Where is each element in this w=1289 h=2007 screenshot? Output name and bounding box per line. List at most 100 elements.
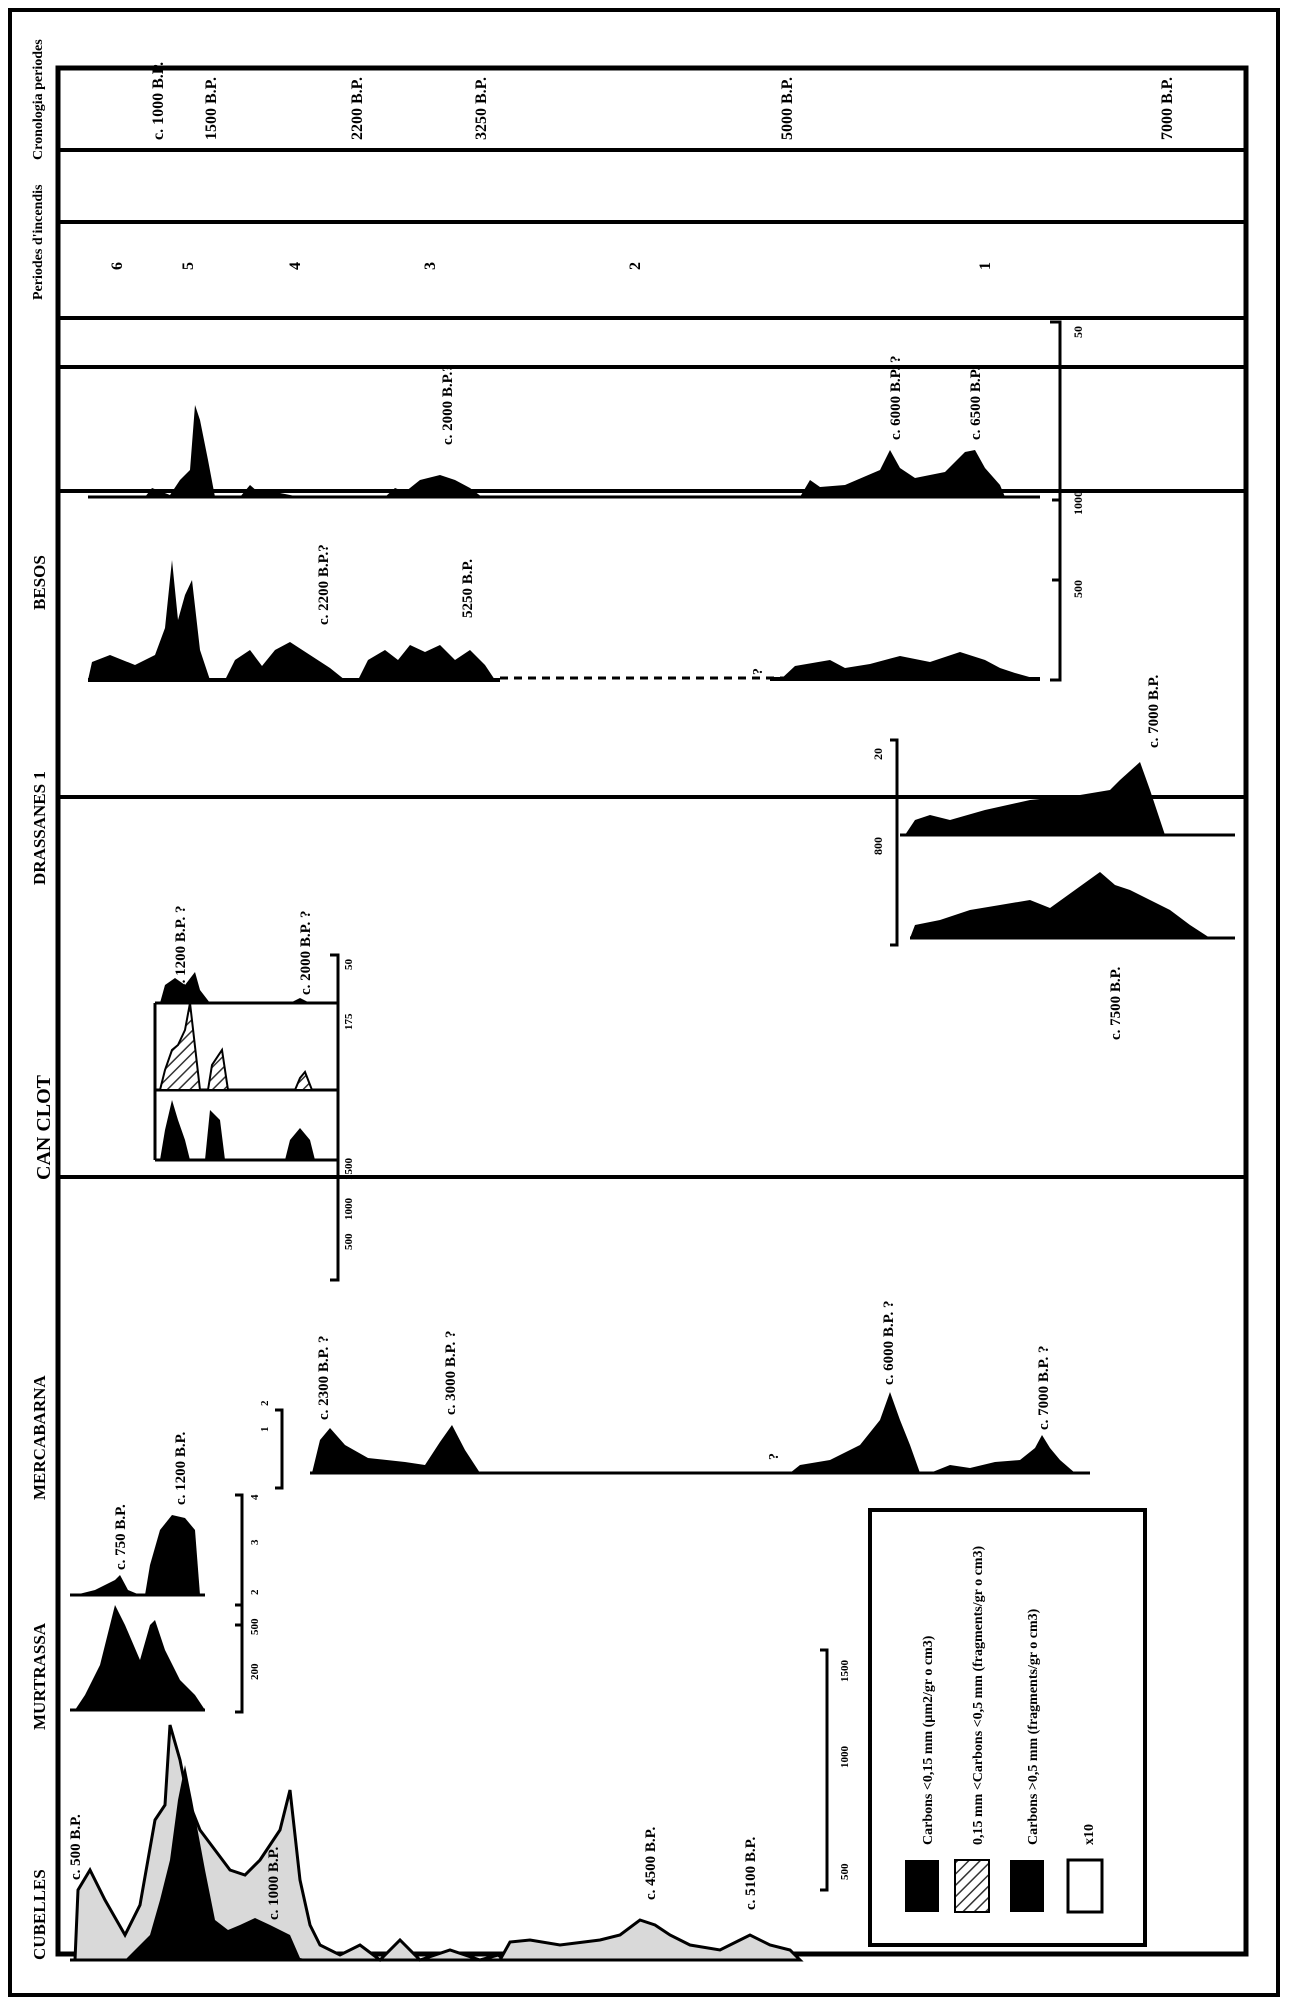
can-clot-curve-3 — [206, 1047, 230, 1091]
besos-scale-label: 500 — [1071, 580, 1085, 598]
cubelles-annot: c. 1000 B.P. — [266, 1847, 282, 1920]
can-clot-curve-8 — [285, 1128, 315, 1160]
cubelles-curve-light — [73, 1724, 510, 1962]
period-number: 1 — [977, 262, 994, 270]
besos-annot: c. 2200 B.P.? — [316, 544, 332, 625]
period-number: 5 — [180, 262, 197, 270]
drassanes-curve-a — [905, 762, 1165, 835]
chronology-label: 7000 B.P. — [1159, 77, 1176, 140]
mercabarna-curve-1 — [312, 1425, 480, 1473]
can-clot-scale-label: 500 — [343, 1233, 355, 1250]
period-number: 3 — [422, 262, 439, 270]
cubelles-annot: c. 1500 B.P. — [166, 1875, 182, 1948]
besos-curve-b3 — [385, 475, 482, 497]
drassanes-scale-label: 800 — [871, 837, 885, 855]
legend-swatch-solid-fine — [905, 1860, 939, 1912]
mercabarna-scale-label: 1 — [259, 1427, 271, 1433]
cubelles-curve-solid — [125, 1765, 310, 1960]
period-number: 2 — [627, 262, 644, 270]
cubelles-annot: c. 500 B.P. — [68, 1814, 84, 1880]
drassanes-scale-label: 20 — [871, 748, 885, 760]
can-clot-annot: c. 1200 B.P. ? — [173, 906, 189, 990]
besos-curve-a3 — [358, 645, 495, 680]
chronology-label: 2200 B.P. — [349, 77, 366, 140]
can-clot-curve-7 — [293, 1070, 314, 1091]
besos-annot: c. 6500 B.P. — [968, 367, 984, 440]
murtrassa-scale-2 — [235, 1603, 244, 1714]
chronology-label: 3250 B.P. — [473, 77, 490, 140]
legend-label: 0,15 mm <Carbons <0,5 mm (fragments/gr o… — [971, 1546, 986, 1845]
mercabarna-curve-3 — [930, 1435, 1075, 1473]
cubelles-annot: c. 4500 B.P. — [643, 1827, 659, 1900]
besos-annot: c. 2000 B.P.? — [440, 364, 456, 445]
besos-curve-a — [88, 560, 210, 680]
can-clot-curve-6 — [290, 998, 310, 1003]
can-clot-scale-label: 175 — [343, 1013, 355, 1030]
murtrassa-scale-label: 2 — [249, 1589, 261, 1595]
besos-curve-b2 — [240, 485, 300, 497]
mercabarna-annot: c. 7000 B.P. ? — [1036, 1346, 1052, 1430]
site-label-besos: BESOS — [30, 555, 49, 610]
can-clot-curve-1 — [160, 972, 210, 1003]
chronology-label: 1500 B.P. — [203, 77, 220, 140]
murtrassa-scale-label: 200 — [249, 1663, 261, 1680]
can-clot-annot: c. 2000 B.P. ? — [298, 911, 314, 995]
cubelles-annot: c. 5100 B.P. — [743, 1837, 759, 1910]
period-number: 6 — [109, 262, 126, 270]
can-clot-scale — [330, 953, 340, 1282]
cubelles-scale-label: 1000 — [839, 1746, 851, 1769]
besos-annot-question: ? — [751, 668, 766, 675]
cubelles-scale-label: 1500 — [839, 1660, 851, 1683]
murtrassa-annot: c. 750 B.P. — [113, 1504, 129, 1570]
mercabarna-annot-question: ? — [767, 1453, 782, 1460]
site-label-drassanes: DRASSANES 1 — [30, 771, 49, 885]
can-clot-scale-label: 50 — [343, 959, 355, 971]
header-period-title: Periodes d'incendis — [31, 184, 46, 300]
drassanes-annot: c. 7500 B.P. — [1108, 967, 1124, 1040]
can-clot-curve-4 — [160, 1100, 190, 1160]
murtrassa-curve-2 — [145, 1515, 200, 1595]
drassanes-annot: c. 7000 B.P. — [1146, 675, 1162, 748]
legend-swatch-light — [1066, 1858, 1104, 1914]
outer-border — [8, 8, 1280, 1997]
mercabarna-annot: c. 3000 B.P. ? — [443, 1331, 459, 1415]
mercabarna-annot: c. 6000 B.P. ? — [881, 1301, 897, 1385]
murtrassa-curve-1 — [75, 1575, 140, 1595]
site-label-mercabarna: MERCABARNA — [30, 1375, 49, 1500]
cubelles-curve-late — [497, 1918, 804, 1962]
murtrassa-scale-label: 3 — [249, 1539, 261, 1545]
mercabarna-annot: c. 2300 B.P. ? — [316, 1336, 332, 1420]
period-number: 4 — [287, 262, 304, 270]
legend-label: Carbons >0,5 mm (fragments/gr o cm3) — [1026, 1608, 1041, 1845]
murtrassa-annot: c. 1200 B.P. — [173, 1432, 189, 1505]
besos-curve-a2 — [225, 642, 345, 680]
murtrassa-scale-label: 4 — [249, 1494, 261, 1500]
site-label-cubelles: CUBELLES — [30, 1869, 49, 1960]
besos-curve-a4 — [780, 652, 1040, 680]
cubelles-scale — [820, 1648, 829, 1892]
can-clot-curve-2 — [158, 1002, 202, 1091]
legend-label: Carbons <0,15 mm (µm2/gr o cm3) — [921, 1635, 936, 1845]
besos-annot: c. 6000 B.P. ? — [888, 356, 904, 440]
can-clot-curve-5 — [205, 1110, 225, 1160]
murtrassa-scale — [235, 1493, 244, 1627]
murtrassa-scale-label: 500 — [249, 1618, 261, 1635]
besos-annot: 5250 B.P. — [460, 559, 476, 618]
legend-swatch-hatch — [954, 1859, 990, 1913]
legend-swatch-solid-coarse — [1010, 1860, 1044, 1912]
drassanes-curve-b — [910, 872, 1210, 938]
legend-label: x10 — [1082, 1824, 1097, 1845]
besos-curve-b4 — [800, 450, 1005, 497]
besos-scale-label: 1000 — [1071, 491, 1085, 515]
chronology-label: 5000 B.P. — [779, 77, 796, 140]
mercabarna-scale-label: 2 — [259, 1400, 271, 1406]
site-label-can-clot: CAN CLOT — [33, 1074, 55, 1180]
mercabarna-scale-a — [275, 1408, 284, 1490]
can-clot-scale-label: 1500 — [343, 1158, 355, 1181]
cubelles-scale-label: 500 — [839, 1863, 851, 1880]
can-clot-scale-label: 1000 — [343, 1198, 355, 1221]
mercabarna-curve-2 — [790, 1392, 920, 1473]
besos-scale — [1050, 320, 1062, 682]
chronology-label: c. 1000 B.P. — [150, 62, 167, 140]
